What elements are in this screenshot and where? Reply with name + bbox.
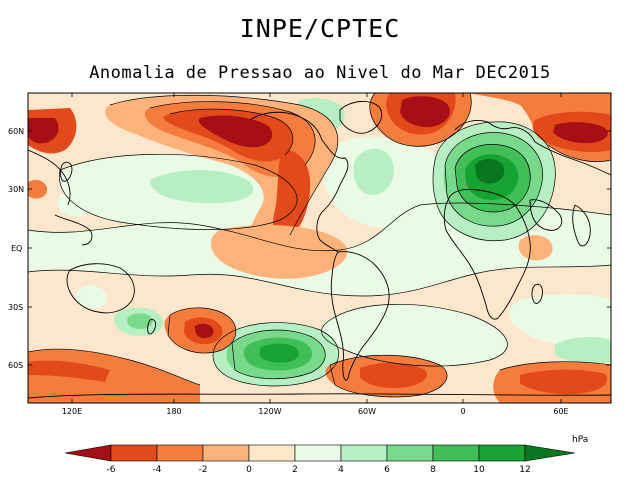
- anomaly-negative-namerica-tongue: [273, 150, 311, 241]
- anomaly-negative-natlantic-center: [400, 96, 450, 128]
- colorbar-segment-6: [340, 444, 388, 462]
- anomaly-positive-pacific-2: [150, 170, 254, 204]
- anomaly-positive-southatl: [321, 304, 508, 367]
- anomaly-positive-spot-2: [75, 285, 107, 309]
- coastline-asia: [534, 141, 611, 176]
- anomaly-positive-europe-5: [475, 158, 505, 184]
- coastline-africa: [443, 188, 531, 320]
- colorbar-segment-9: [478, 444, 526, 462]
- map-subtitle: Anomalia de Pressao ao Nivel do Mar DEC2…: [89, 63, 551, 83]
- lon-label-60e: 60E: [553, 407, 568, 416]
- coastline-south-america: [330, 251, 390, 381]
- anomaly-negative-spot-1: [28, 180, 48, 199]
- lat-label-30s: 30S: [8, 303, 23, 312]
- coastline-greenland: [339, 101, 383, 134]
- lon-label-60w: 60W: [358, 407, 376, 416]
- colorbar-unit: hPa: [572, 435, 588, 445]
- coastline-madagascar: [531, 283, 543, 304]
- coastline-southeast-asia: [54, 214, 93, 246]
- colorbar-label-m4: -4: [153, 465, 162, 475]
- lon-label-180: 180: [166, 407, 181, 416]
- colorbar-segment-8: [432, 444, 480, 462]
- colorbar-segment-5: [294, 444, 342, 462]
- coastline-antarctica: [28, 393, 611, 399]
- anomaly-negative-siberia-center: [553, 122, 608, 144]
- anomaly-positive-spot-1: [57, 192, 96, 217]
- colorbar-label-10: 10: [473, 465, 485, 475]
- colorbar-label-m2: -2: [199, 465, 208, 475]
- colorbar-segment-3: [202, 444, 250, 462]
- page-title: INPE/CPTEC: [239, 14, 401, 43]
- coastline-north-america: [249, 111, 349, 253]
- contour-lines: [28, 93, 611, 398]
- anomaly-positive-sindian: [508, 294, 611, 347]
- lat-label-60s: 60S: [8, 361, 23, 370]
- coastline-europe: [454, 119, 536, 143]
- colorbar-segment-7: [386, 444, 434, 462]
- anomaly-negative-npacific-center: [198, 115, 273, 148]
- colorbar-segment-2: [156, 444, 204, 462]
- colorbar-segment-10: [524, 444, 576, 462]
- colorbar-label-6: 6: [384, 465, 390, 475]
- anomaly-positive-swpacific-core: [127, 313, 153, 329]
- anomaly-negative-spot-2: [518, 235, 553, 261]
- colorbar-segment-4: [248, 444, 296, 462]
- anomaly-positive-sindian-2: [555, 337, 611, 364]
- coastline-australia: [66, 263, 135, 314]
- lon-label-120w: 120W: [258, 407, 281, 416]
- coastline-east-asia: [28, 149, 71, 206]
- colorbar-label-4: 4: [338, 465, 344, 475]
- anomaly-fields: [28, 93, 611, 403]
- coastlines: [28, 101, 611, 399]
- anomaly-negative-spacific-center: [194, 323, 214, 338]
- anomaly-negative-southern-belt-4: [360, 362, 428, 389]
- anomaly-negative-eastpacific: [210, 225, 348, 279]
- colorbar-label-12: 12: [519, 465, 530, 475]
- colorbar-label-2: 2: [292, 465, 298, 475]
- anomaly-negative-southern-belt-6: [520, 369, 607, 395]
- colorbar-label-8: 8: [430, 465, 436, 475]
- colorbar-segment-1: [110, 444, 158, 462]
- colorbar-label-m6: -6: [107, 465, 116, 475]
- coastline-japan: [60, 161, 73, 182]
- colorbar: hPa -6 -4 -2 0 2 4 6 8 10 12: [64, 435, 588, 475]
- lat-label-eq: EQ: [11, 244, 22, 253]
- anomaly-negative-southern-belt-2: [28, 360, 110, 382]
- lon-label-120e: 120E: [62, 407, 82, 416]
- anomaly-positive-atlantic-2: [353, 148, 394, 195]
- lat-label-60n: 60N: [8, 127, 24, 136]
- lat-label-30n: 30N: [8, 185, 24, 194]
- axis-ticks: [28, 93, 611, 403]
- colorbar-label-0: 0: [246, 465, 252, 475]
- lon-label-0: 0: [460, 407, 465, 416]
- coastline-new-zealand: [147, 319, 157, 335]
- anomaly-negative-fareast-core: [28, 118, 59, 144]
- coastline-india: [572, 204, 591, 247]
- coastline-arabia: [529, 199, 563, 231]
- colorbar-segment-0: [64, 444, 112, 462]
- anomaly-positive-southpacific-4: [260, 343, 299, 363]
